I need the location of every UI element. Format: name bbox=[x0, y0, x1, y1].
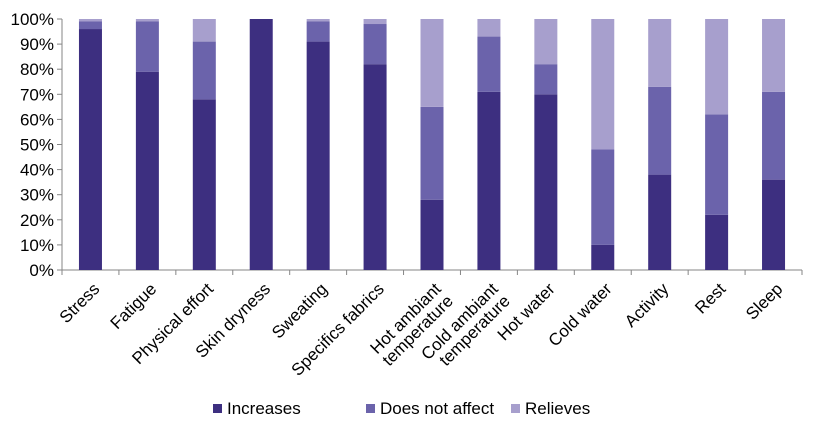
bar-segment-does-not-affect bbox=[762, 91, 786, 180]
bar-segment-relieves bbox=[306, 19, 330, 22]
legend-label: Does not affect bbox=[380, 399, 494, 418]
bar-segment-increases bbox=[249, 19, 273, 270]
legend-swatch bbox=[511, 404, 520, 413]
y-tick-label: 30% bbox=[20, 186, 54, 205]
x-category-label: Fatigue bbox=[107, 279, 161, 333]
bar-segment-does-not-affect bbox=[135, 21, 159, 72]
bar-segment-increases bbox=[534, 94, 558, 270]
y-tick-label: 60% bbox=[20, 110, 54, 129]
legend-label: Relieves bbox=[525, 399, 590, 418]
bar-segment-increases bbox=[420, 199, 444, 270]
bar-segment-does-not-affect bbox=[363, 24, 387, 65]
bar-segment-does-not-affect bbox=[477, 36, 501, 92]
bar-segment-increases bbox=[477, 91, 501, 270]
bar-segment-relieves bbox=[477, 19, 501, 37]
bar-segment-does-not-affect bbox=[78, 21, 102, 30]
bar-segment-relieves bbox=[534, 19, 558, 65]
bars bbox=[78, 19, 786, 271]
bar-segment-does-not-affect bbox=[591, 149, 615, 245]
y-tick-label: 10% bbox=[20, 236, 54, 255]
bar-segment-relieves bbox=[420, 19, 444, 107]
bar-segment-relieves bbox=[648, 19, 672, 87]
bar-segment-does-not-affect bbox=[420, 106, 444, 200]
bar-segment-relieves bbox=[591, 19, 615, 150]
bar-segment-relieves bbox=[762, 19, 786, 92]
y-tick-label: 40% bbox=[20, 161, 54, 180]
legend-swatch bbox=[366, 404, 375, 413]
bar-segment-increases bbox=[78, 29, 102, 270]
bar-segment-increases bbox=[648, 174, 672, 270]
bar-segment-relieves bbox=[363, 19, 387, 25]
bar-segment-does-not-affect bbox=[192, 41, 216, 100]
x-category-label: Stress bbox=[56, 279, 104, 327]
legend-swatch bbox=[213, 404, 222, 413]
x-category-label: Activity bbox=[621, 279, 673, 331]
bar-segment-increases bbox=[192, 99, 216, 270]
y-tick-label: 80% bbox=[20, 60, 54, 79]
y-tick-label: 50% bbox=[20, 136, 54, 155]
y-tick-label: 20% bbox=[20, 211, 54, 230]
bar-segment-increases bbox=[135, 71, 159, 271]
bar-segment-increases bbox=[363, 64, 387, 271]
bar-segment-relieves bbox=[192, 19, 216, 42]
bar-segment-relieves bbox=[78, 19, 102, 22]
bar-segment-increases bbox=[762, 179, 786, 270]
x-category-label: Rest bbox=[691, 279, 729, 317]
bar-segment-does-not-affect bbox=[705, 114, 729, 215]
bar-segment-increases bbox=[306, 41, 330, 271]
bar-segment-increases bbox=[591, 244, 615, 270]
x-category-label: Sleep bbox=[742, 279, 786, 323]
legend: Increases Does not affect Relieves bbox=[213, 399, 590, 418]
y-tick-label: 0% bbox=[29, 261, 54, 280]
y-tick-label: 100% bbox=[11, 10, 54, 29]
bar-segment-increases bbox=[705, 214, 729, 270]
bar-segment-relieves bbox=[135, 19, 159, 22]
y-axis-tick-labels: 0% 10% 20% 30% 40% 50% 60% 70% 80% 90% 100% bbox=[11, 10, 54, 280]
legend-label: Increases bbox=[227, 399, 301, 418]
bar-segment-does-not-affect bbox=[306, 21, 330, 42]
y-tick-label: 70% bbox=[20, 85, 54, 104]
bar-segment-relieves bbox=[705, 19, 729, 115]
bar-segment-does-not-affect bbox=[648, 86, 672, 175]
bar-segment-does-not-affect bbox=[534, 64, 558, 95]
y-tick-label: 90% bbox=[20, 35, 54, 54]
